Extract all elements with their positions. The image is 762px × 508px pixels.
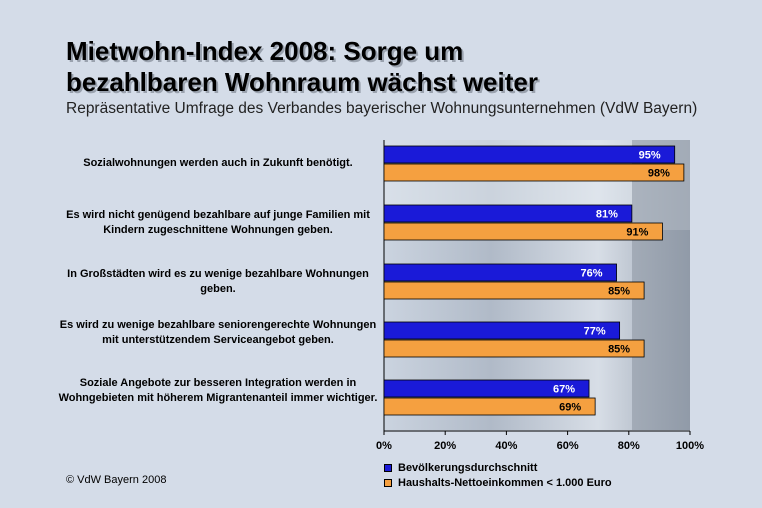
bar-orange [383, 163, 685, 182]
bar-blue [383, 263, 617, 282]
legend-label-1: Bevölkerungsdurchschnitt [398, 461, 538, 474]
category-label: Soziale Angebote zur besseren Integratio… [58, 377, 378, 404]
x-tick-label: 100% [676, 440, 704, 452]
bar-orange [383, 339, 645, 358]
legend-item-1: Bevölkerungsdurchschnitt [384, 460, 612, 475]
legend-label-2: Haushalts-Nettoeinkommen < 1.000 Euro [398, 476, 612, 489]
bar-orange [383, 397, 596, 416]
title-line-2: bezahlbaren Wohnraum wächst weiter [66, 67, 538, 97]
page-title: Mietwohn-Index 2008: Sorge um bezahlbare… [66, 36, 746, 98]
x-tick-label: 20% [434, 440, 456, 452]
subtitle: Repräsentative Umfrage des Verbandes bay… [66, 100, 698, 117]
bar-value-label: 98% [648, 168, 670, 180]
x-tick-label: 60% [557, 440, 579, 452]
legend-swatch-orange [384, 478, 392, 487]
category-label: Es wird zu wenige bezahlbare seniorenger… [59, 319, 377, 346]
bar-value-label: 69% [559, 402, 581, 414]
bar-blue [383, 145, 676, 164]
category-label: Es wird nicht genügend bezahlbare auf ju… [66, 209, 370, 236]
bar-value-label: 81% [596, 209, 618, 221]
title-line-1: Mietwohn-Index 2008: Sorge um [66, 36, 464, 66]
copyright: © VdW Bayern 2008 [66, 474, 167, 486]
bar-value-label: 91% [626, 227, 648, 239]
bar-value-label: 85% [608, 286, 630, 298]
bar-value-label: 85% [608, 344, 630, 356]
bar-blue [383, 379, 590, 398]
category-label: In Großstädten wird es zu wenige bezahlb… [67, 268, 369, 295]
x-tick-label: 0% [376, 440, 392, 452]
bar-value-label: 67% [553, 384, 575, 396]
x-tick-label: 40% [495, 440, 517, 452]
bar-value-label: 95% [639, 150, 661, 162]
legend: Bevölkerungsdurchschnitt Haushalts-Netto… [384, 460, 612, 490]
x-tick-label: 80% [618, 440, 640, 452]
bar-blue [383, 204, 633, 223]
bar-blue [383, 321, 621, 340]
category-label: Sozialwohnungen werden auch in Zukunft b… [83, 157, 353, 169]
bar-value-label: 77% [584, 326, 606, 338]
legend-item-2: Haushalts-Nettoeinkommen < 1.000 Euro [384, 475, 612, 490]
bar-orange [383, 222, 663, 241]
legend-swatch-blue [384, 463, 392, 472]
bar-orange [383, 281, 645, 300]
bar-value-label: 76% [581, 268, 603, 280]
